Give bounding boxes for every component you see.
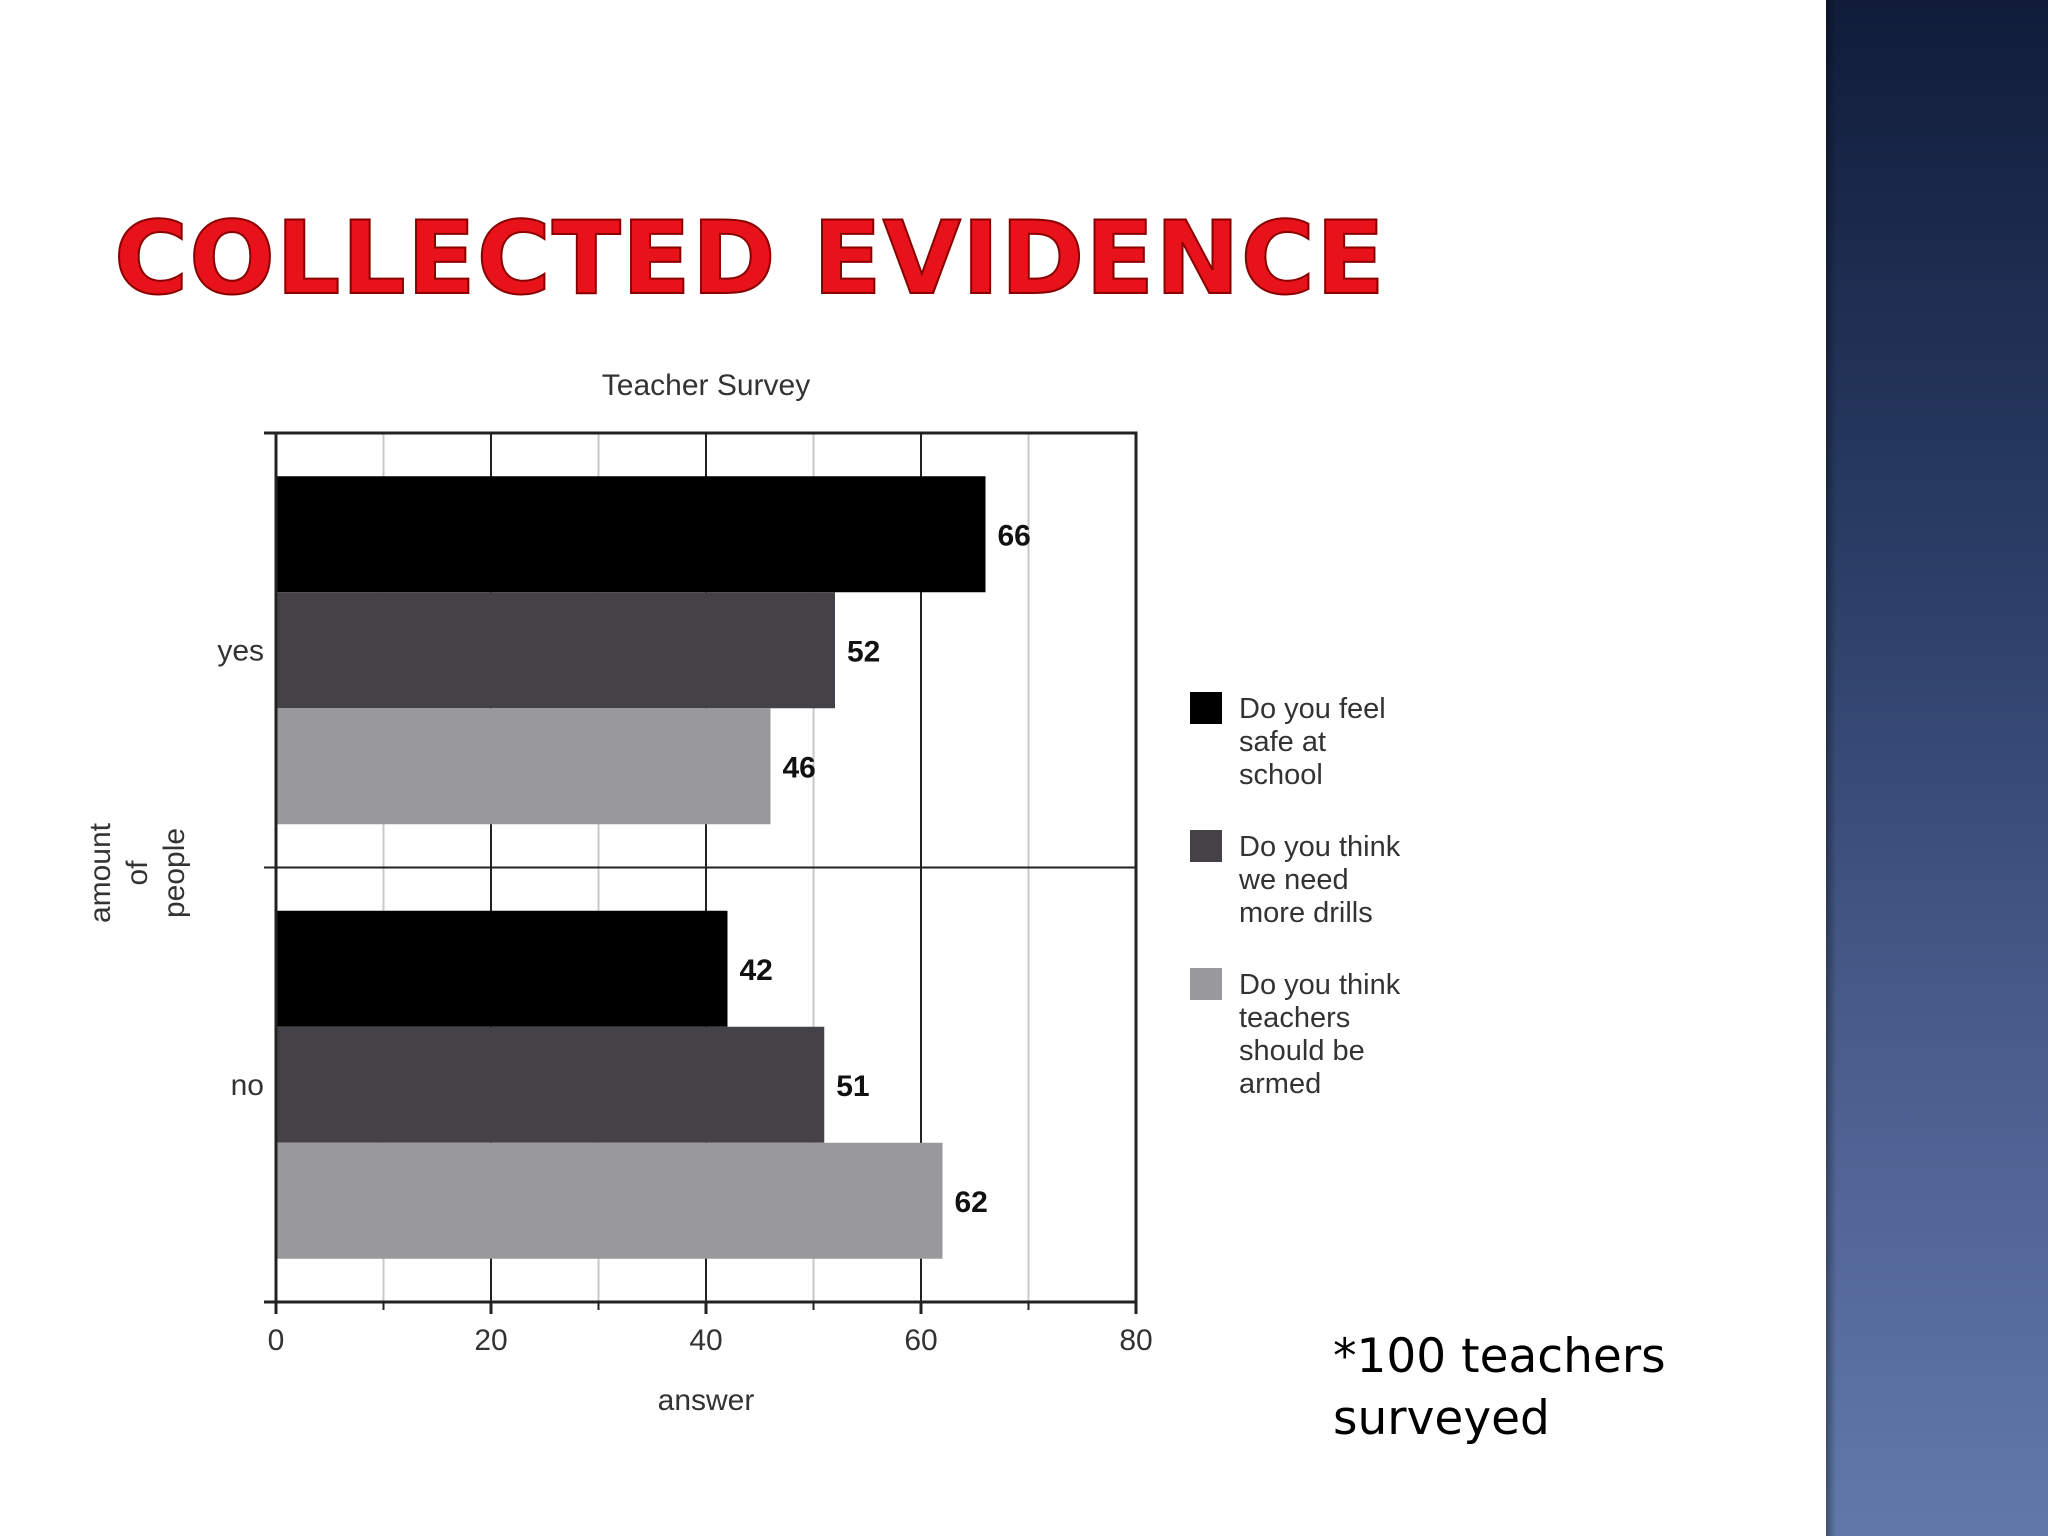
data-label: 42 — [740, 954, 773, 987]
bar — [276, 708, 771, 825]
y-axis-title-line: people — [158, 828, 191, 918]
x-tick-label: 80 — [1119, 1324, 1152, 1357]
footnote: *100 teachers surveyed — [1333, 1326, 1733, 1450]
legend-label: Do you think — [1239, 969, 1401, 1001]
footnote-line-1: *100 teachers — [1333, 1329, 1666, 1384]
chart-frame — [264, 431, 1138, 1314]
y-axis-title-line: amount — [84, 822, 117, 923]
legend-label: safe at — [1239, 726, 1326, 758]
slide-title: COLLECTED EVIDENCE — [113, 199, 1386, 317]
category-label: no — [231, 1069, 264, 1102]
y-axis-title-line: of — [121, 860, 154, 886]
chart-title: Teacher Survey — [602, 369, 810, 402]
decorative-side-band — [1826, 0, 2048, 1536]
legend-label: school — [1239, 759, 1323, 791]
legend-swatch — [1190, 692, 1222, 724]
data-label: 46 — [783, 751, 816, 784]
bar — [276, 1026, 825, 1143]
x-tick-label: 20 — [474, 1324, 507, 1357]
legend-label: Do you think — [1239, 831, 1401, 863]
legend-swatch — [1190, 830, 1222, 862]
legend-label: Do you feel — [1239, 693, 1386, 725]
footnote-line-2: surveyed — [1333, 1391, 1550, 1446]
chart-bars — [276, 476, 986, 1259]
data-label: 52 — [847, 635, 880, 668]
legend-label: teachers — [1239, 1002, 1350, 1034]
data-label: 51 — [836, 1070, 869, 1103]
category-label: yes — [217, 634, 264, 667]
legend-label: should be — [1239, 1035, 1365, 1067]
bar — [276, 592, 835, 709]
chart: 66 52 46 yes 42 51 62 no 0 20 40 60 80 Teacher Survey… — [84, 369, 1401, 1417]
bar — [276, 1142, 943, 1259]
data-label: 62 — [955, 1186, 988, 1219]
x-axis-title: answer — [658, 1384, 755, 1417]
x-tick-label: 60 — [904, 1324, 937, 1357]
x-tick-label: 40 — [689, 1324, 722, 1357]
legend-label: more drills — [1239, 897, 1373, 929]
chart-text: 66 52 46 yes 42 51 62 no 0 20 40 60 80 Teacher Survey… — [84, 369, 1153, 1417]
x-tick-label: 0 — [268, 1324, 285, 1357]
legend-label: armed — [1239, 1068, 1321, 1100]
legend-label: we need — [1238, 864, 1349, 896]
bar — [276, 910, 728, 1027]
bar — [276, 476, 986, 593]
data-label: 66 — [998, 519, 1031, 552]
legend-swatch — [1190, 968, 1222, 1000]
